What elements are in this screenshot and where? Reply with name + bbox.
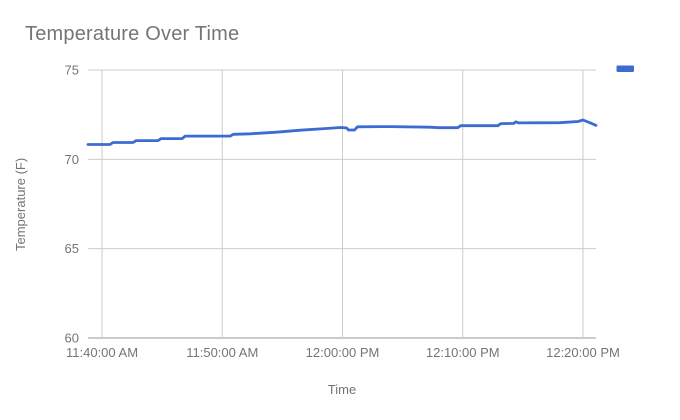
legend-series-swatch — [616, 65, 634, 72]
y-tick-label: 60 — [65, 331, 79, 346]
y-tick-label: 75 — [65, 63, 79, 78]
chart-title: Temperature Over Time — [25, 23, 240, 45]
x-tick-label: 12:20:00 PM — [546, 345, 620, 360]
x-tick-label: 11:40:00 AM — [66, 345, 138, 360]
y-tick-label: 65 — [65, 241, 79, 256]
x-tick-label: 11:50:00 AM — [186, 345, 258, 360]
x-tick-label: 12:00:00 PM — [306, 345, 380, 360]
x-tick-label: 12:10:00 PM — [426, 345, 500, 360]
series-line — [86, 118, 598, 146]
y-tick-label: 70 — [65, 152, 79, 167]
x-axis-title: Time — [327, 382, 357, 397]
